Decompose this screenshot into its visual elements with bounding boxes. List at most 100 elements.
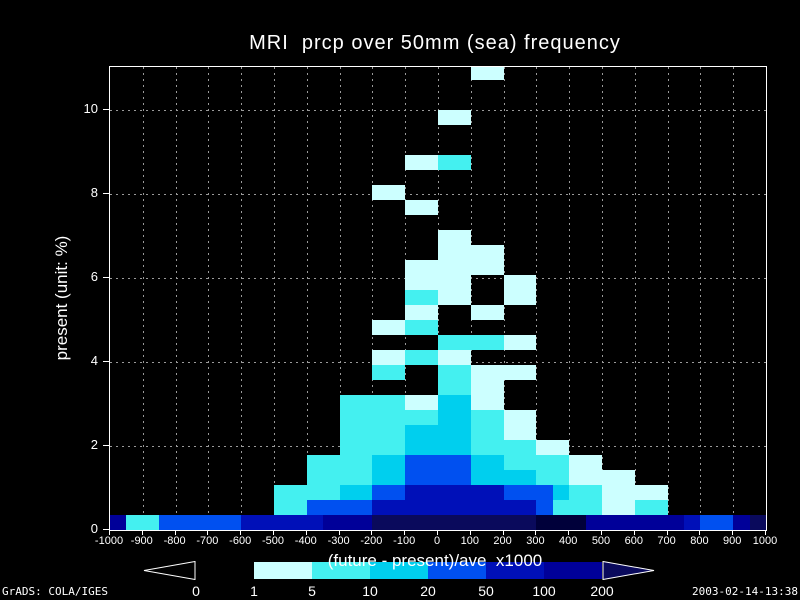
heatmap-cell xyxy=(405,305,438,320)
heatmap-cell xyxy=(503,410,537,425)
x-axis-label: (future - present)/ave x1000 xyxy=(327,551,543,570)
heatmap-cell xyxy=(503,290,537,305)
x-tick-label: -100 xyxy=(393,535,416,547)
heatmap-cell xyxy=(438,335,504,350)
x-tick-mark xyxy=(633,530,635,535)
y-tick-mark xyxy=(103,444,109,446)
heatmap-cell xyxy=(405,395,438,410)
x-tick-label: 800 xyxy=(690,535,709,547)
heatmap-cell xyxy=(684,515,701,530)
y-tick-label: 6 xyxy=(90,268,98,284)
x-tick-mark xyxy=(568,530,570,535)
x-tick-label: -400 xyxy=(294,535,317,547)
color-legend: 0 1 5 10 20 50 100 200 xyxy=(0,561,800,600)
heatmap-cell xyxy=(438,110,471,125)
heatmap-cell xyxy=(405,425,471,440)
x-tick-label: 200 xyxy=(493,535,512,547)
legend-tick-label: 200 xyxy=(590,583,614,599)
gridline-vertical xyxy=(470,67,472,530)
legend-tick-label: 50 xyxy=(478,583,494,599)
heatmap-cell xyxy=(536,500,553,515)
heatmap-cell xyxy=(438,245,504,260)
heatmap-cell xyxy=(503,275,537,290)
heatmap-cell xyxy=(339,410,438,425)
x-tick-mark xyxy=(732,530,734,535)
gridline-vertical xyxy=(569,67,571,530)
gridline-vertical xyxy=(602,67,603,530)
x-tick-label: 1000 xyxy=(752,535,778,547)
gridline-vertical xyxy=(339,67,341,530)
heatmap-cell xyxy=(438,410,471,425)
heatmap-cell xyxy=(552,485,570,500)
x-tick-mark xyxy=(141,530,143,535)
heatmap-cell xyxy=(585,515,684,530)
heatmap-cell xyxy=(552,500,602,515)
y-tick-label: 8 xyxy=(90,184,98,200)
legend-color-segment xyxy=(428,562,486,579)
gridline-vertical xyxy=(306,67,308,530)
heatmap-cell xyxy=(503,425,537,440)
legend-color-segment xyxy=(196,562,254,579)
x-tick-mark xyxy=(338,530,340,535)
x-tick-label: 700 xyxy=(657,535,676,547)
legend-tick-label: 0 xyxy=(192,583,200,599)
x-tick-label: 300 xyxy=(526,535,545,547)
heatmap-cell xyxy=(700,515,734,530)
x-tick-mark xyxy=(207,530,209,535)
heatmap-cell xyxy=(470,395,504,410)
heatmap-cell xyxy=(470,380,504,395)
legend-color-segment xyxy=(370,562,428,579)
x-tick-label: 600 xyxy=(624,535,643,547)
heatmap-cell xyxy=(470,440,537,455)
heatmap-cell xyxy=(405,455,471,470)
x-tick-label: -700 xyxy=(196,535,219,547)
heatmap-cell xyxy=(438,155,471,170)
heatmap-cell xyxy=(159,515,242,530)
y-tick-label: 10 xyxy=(83,100,98,116)
legend-color-segment xyxy=(486,562,544,579)
timestamp-text: 2003-02-14-13:38 xyxy=(692,585,798,598)
heatmap-cell xyxy=(634,500,668,515)
x-tick-mark xyxy=(305,530,307,535)
heatmap-cell xyxy=(126,515,160,530)
legend-bar xyxy=(196,562,602,579)
legend-color-segment xyxy=(254,562,312,579)
y-tick-label: 0 xyxy=(90,521,98,536)
heatmap-cell xyxy=(405,470,471,485)
heatmap-cell xyxy=(749,515,766,530)
heatmap-cell xyxy=(438,290,471,305)
x-tick-mark xyxy=(601,530,602,535)
heatmap-cell xyxy=(536,470,570,485)
heatmap-cell xyxy=(372,185,406,200)
heatmap-cell xyxy=(602,500,635,515)
legend-right-arrow-icon xyxy=(602,561,655,580)
y-tick-mark xyxy=(103,529,109,530)
heatmap-cell xyxy=(733,515,750,530)
heatmap-cell xyxy=(470,67,504,80)
heatmap-cell xyxy=(405,275,471,290)
heatmap-cell xyxy=(405,200,438,215)
chart-title: MRI prcp over 50mm (sea) frequency xyxy=(249,32,621,54)
y-tick-mark xyxy=(103,276,109,278)
heatmap-cell xyxy=(470,305,504,320)
legend-tick-label: 5 xyxy=(308,583,316,599)
x-tick-mark xyxy=(469,530,471,535)
heatmap-cell xyxy=(569,455,602,470)
gridline-vertical xyxy=(536,67,538,530)
heatmap-cell xyxy=(405,320,438,335)
heatmap-cell xyxy=(306,500,373,515)
heatmap-cell xyxy=(569,470,635,485)
legend-tick-label: 1 xyxy=(250,583,258,599)
x-tick-label: 100 xyxy=(460,535,479,547)
heatmap-cell xyxy=(372,455,406,470)
gridline-vertical xyxy=(700,67,702,530)
heatmap-cell xyxy=(323,515,373,530)
heatmap-cell xyxy=(470,470,537,485)
x-tick-label: -900 xyxy=(130,535,153,547)
heatmap-cell xyxy=(372,320,406,335)
x-tick-label: 400 xyxy=(559,535,578,547)
x-tick-mark xyxy=(109,530,110,535)
heatmap-cell xyxy=(306,470,373,485)
grads-credit-text: GrADS: COLA/IGES xyxy=(2,585,108,598)
